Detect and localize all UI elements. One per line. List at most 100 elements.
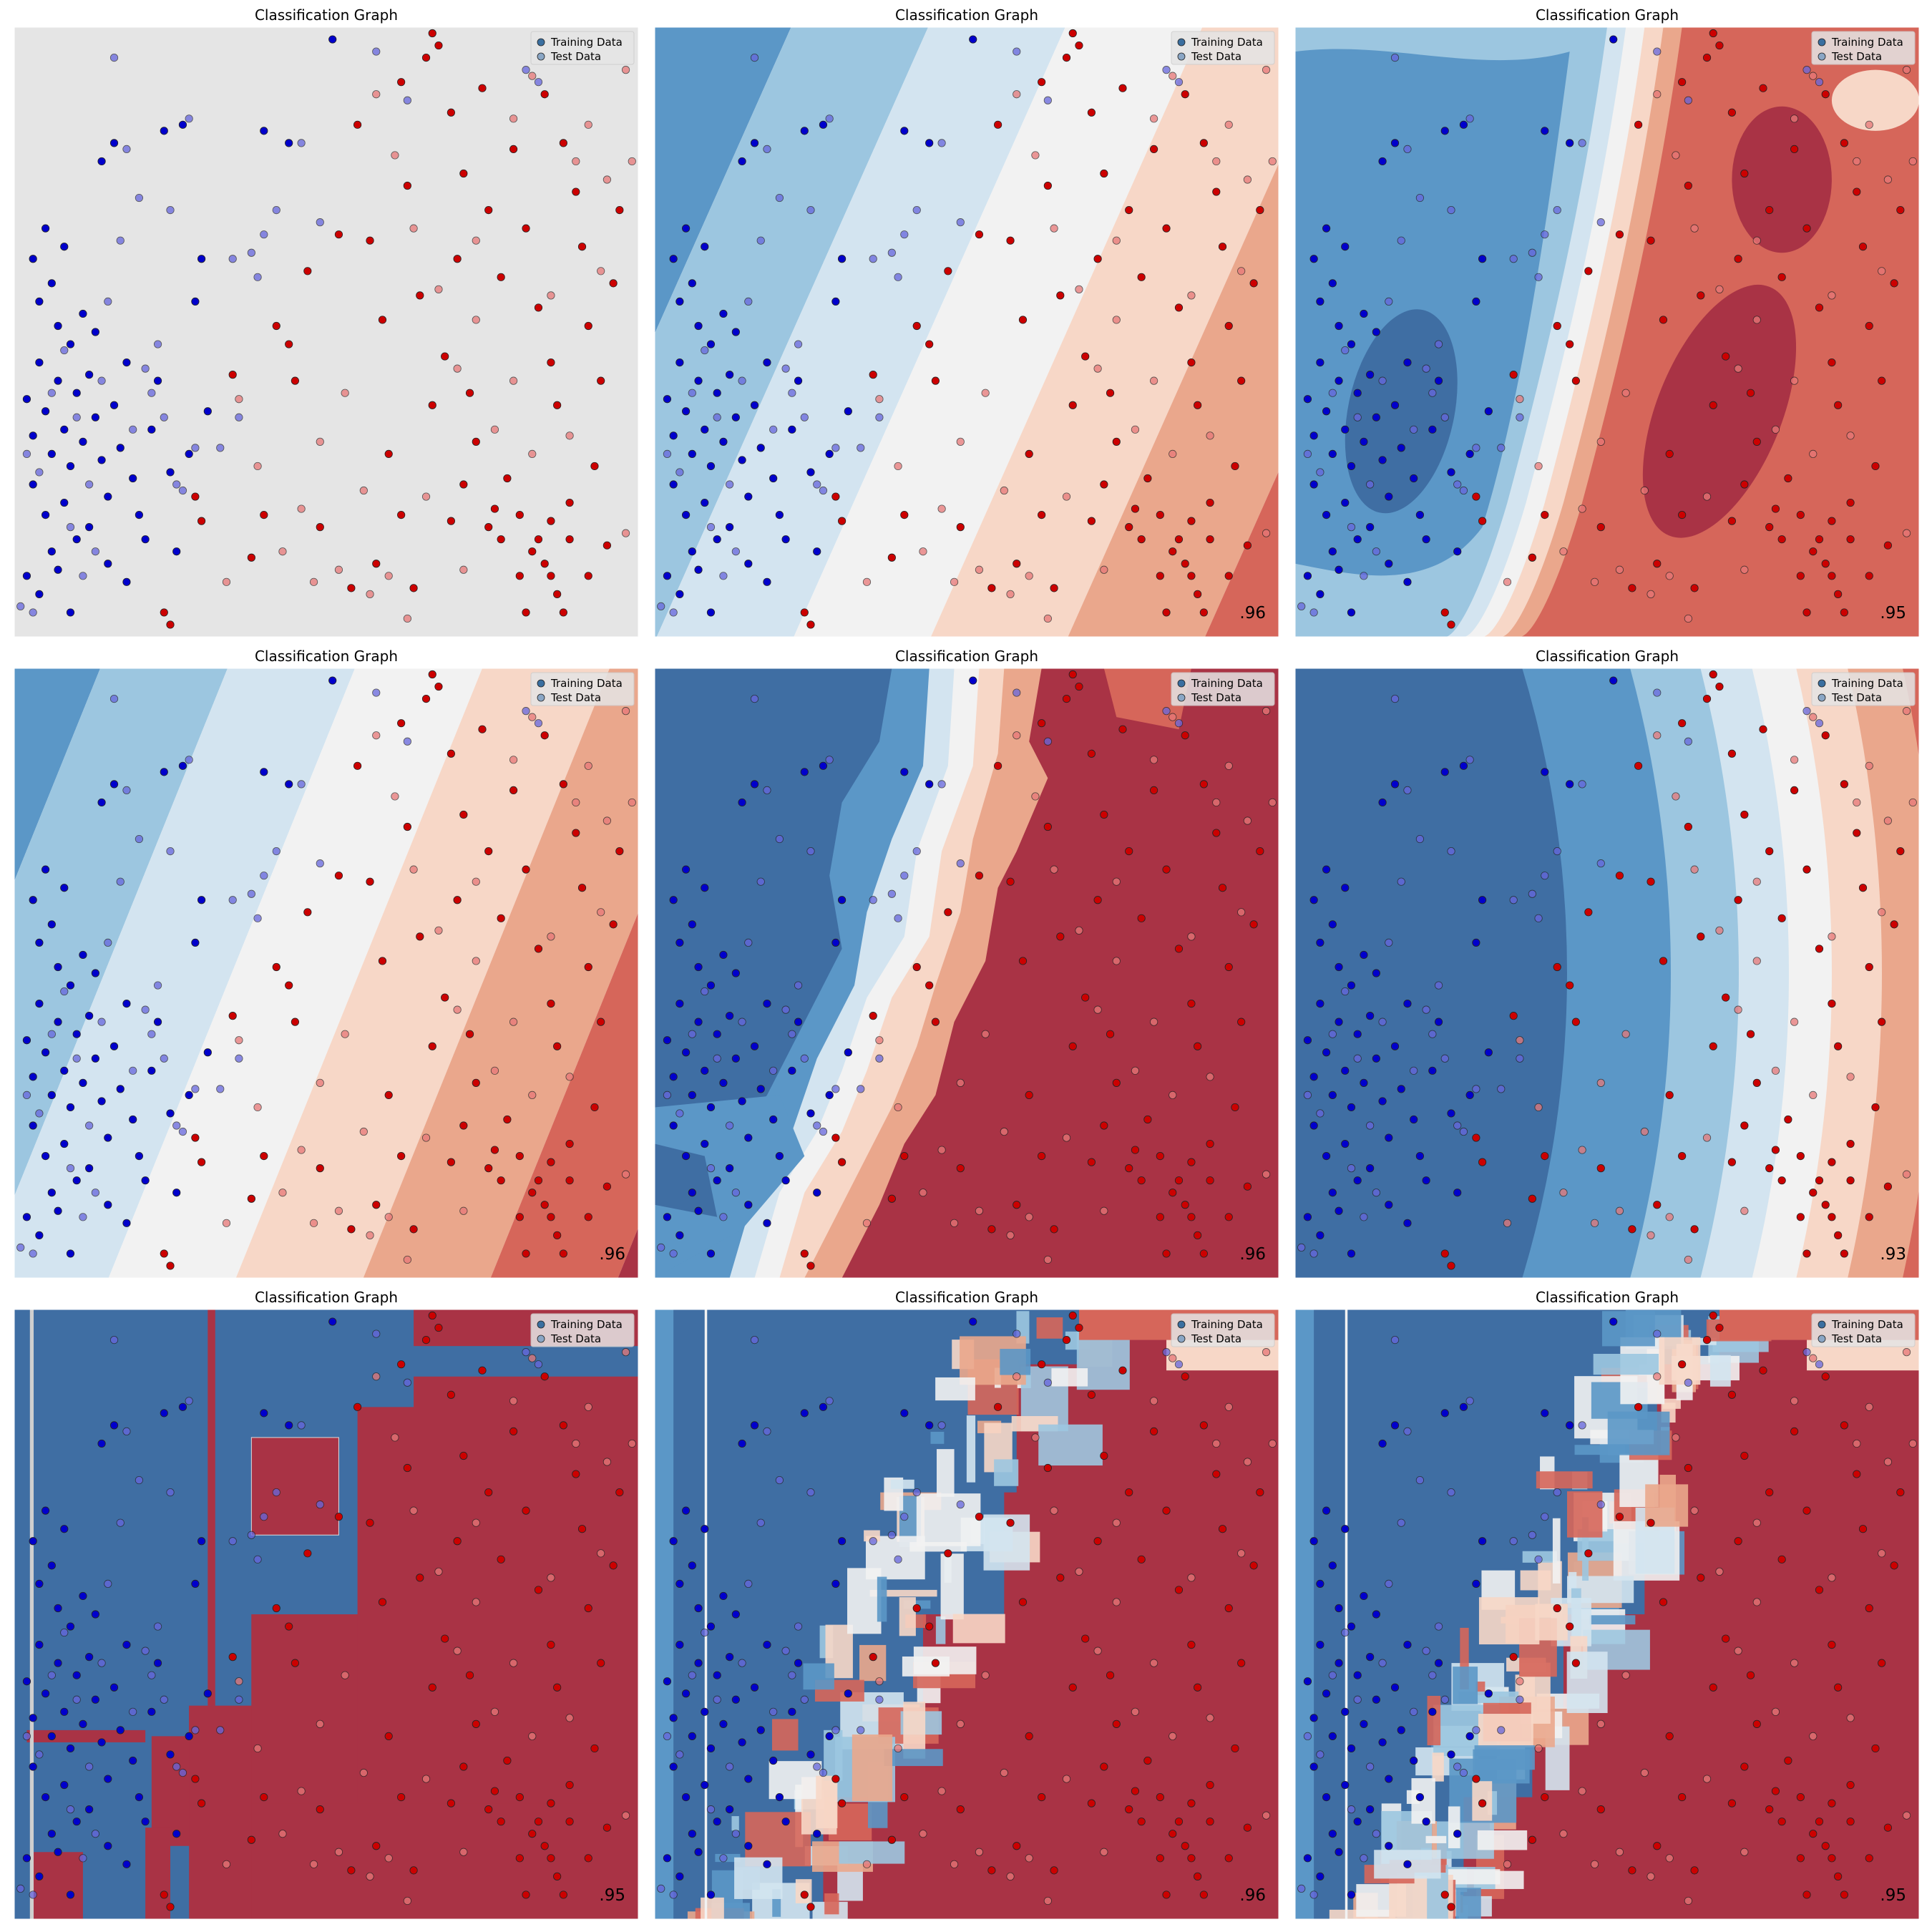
test-point [1422, 364, 1430, 373]
training-point [66, 1103, 75, 1112]
training-point [597, 1659, 605, 1667]
training-point [116, 444, 125, 452]
training-point [1858, 243, 1868, 251]
test-point [1025, 1854, 1033, 1863]
training-point [79, 950, 87, 960]
training-point [122, 999, 131, 1008]
training-point [1740, 1451, 1749, 1460]
training-point [153, 1659, 162, 1667]
test-point [597, 267, 605, 275]
test-point [1169, 1732, 1177, 1741]
test-point [122, 786, 131, 794]
legend-training-label: Training Data [550, 36, 623, 49]
training-point [713, 1176, 721, 1185]
training-point [153, 1018, 162, 1026]
training-point [497, 535, 505, 544]
test-point [228, 255, 237, 263]
training-point [347, 584, 356, 592]
training-point [1322, 407, 1331, 416]
training-point [1853, 187, 1861, 196]
training-point [675, 1579, 684, 1588]
training-point [813, 547, 821, 556]
training-point [1678, 78, 1687, 87]
test-point [621, 529, 630, 537]
training-point [1722, 993, 1730, 1002]
training-point [185, 1732, 193, 1741]
training-point [1796, 1792, 1805, 1802]
test-point [1385, 1579, 1393, 1588]
test-point [912, 1488, 921, 1497]
test-point [1590, 1860, 1599, 1868]
training-point [806, 1262, 815, 1270]
test-point [1316, 468, 1324, 477]
training-point [553, 1872, 562, 1880]
training-point [1125, 1488, 1133, 1497]
training-point [260, 1792, 268, 1802]
test-point [1372, 1830, 1380, 1838]
test-point [260, 230, 268, 239]
test-point [1149, 1397, 1158, 1405]
training-point [1709, 1042, 1717, 1050]
training-point [806, 468, 815, 477]
training-point [109, 780, 119, 789]
test-point [1309, 1249, 1318, 1258]
test-point [1640, 1127, 1649, 1136]
test-point [781, 364, 790, 373]
test-point [597, 1549, 605, 1558]
training-point [1013, 1201, 1021, 1209]
training-point [459, 169, 468, 178]
test-point [1846, 1714, 1855, 1722]
training-point [1347, 608, 1356, 617]
test-point [1528, 248, 1536, 257]
training-point [1709, 1683, 1717, 1692]
test-point [1206, 1714, 1214, 1722]
training-point [1199, 608, 1208, 617]
training-point [706, 1744, 716, 1753]
training-point [1403, 577, 1412, 586]
training-point [1385, 1842, 1393, 1850]
training-point [503, 1756, 512, 1765]
test-point [1578, 139, 1586, 147]
training-point [366, 236, 374, 245]
test-point [116, 1518, 125, 1527]
training-point [987, 1225, 996, 1234]
training-point [453, 896, 462, 904]
training-point [166, 468, 175, 477]
training-point [1249, 1561, 1258, 1570]
legend-training-label: Training Data [1831, 1318, 1903, 1331]
training-point [694, 1659, 703, 1667]
test-point [309, 577, 318, 586]
training-point [1378, 798, 1387, 807]
test-point [1702, 1775, 1712, 1783]
test-point [1516, 395, 1524, 404]
test-point [60, 987, 69, 996]
training-point [1353, 1176, 1362, 1185]
training-point [1828, 572, 1836, 580]
test-point [509, 1659, 518, 1667]
training-point [1566, 139, 1574, 147]
test-point [1902, 66, 1911, 74]
training-point [675, 1640, 684, 1649]
training-point [272, 962, 280, 972]
training-point [1372, 1610, 1380, 1619]
training-point [197, 1537, 206, 1546]
test-point [228, 1537, 237, 1546]
training-point [1316, 938, 1324, 947]
training-point [1125, 206, 1133, 215]
training-point [1571, 1659, 1580, 1667]
test-point [1809, 1091, 1818, 1100]
training-point [1665, 1732, 1674, 1741]
test-point [547, 932, 555, 941]
training-point [66, 981, 75, 990]
training-point [547, 1799, 555, 1807]
test-point [956, 437, 965, 446]
training-point [669, 896, 678, 904]
test-point [403, 96, 411, 104]
test-point [1908, 1439, 1917, 1448]
training-point [1194, 1231, 1202, 1239]
training-point [260, 1151, 268, 1161]
training-point [47, 449, 56, 459]
test-point [141, 364, 150, 373]
test-point [1013, 47, 1021, 56]
training-point [160, 608, 168, 617]
